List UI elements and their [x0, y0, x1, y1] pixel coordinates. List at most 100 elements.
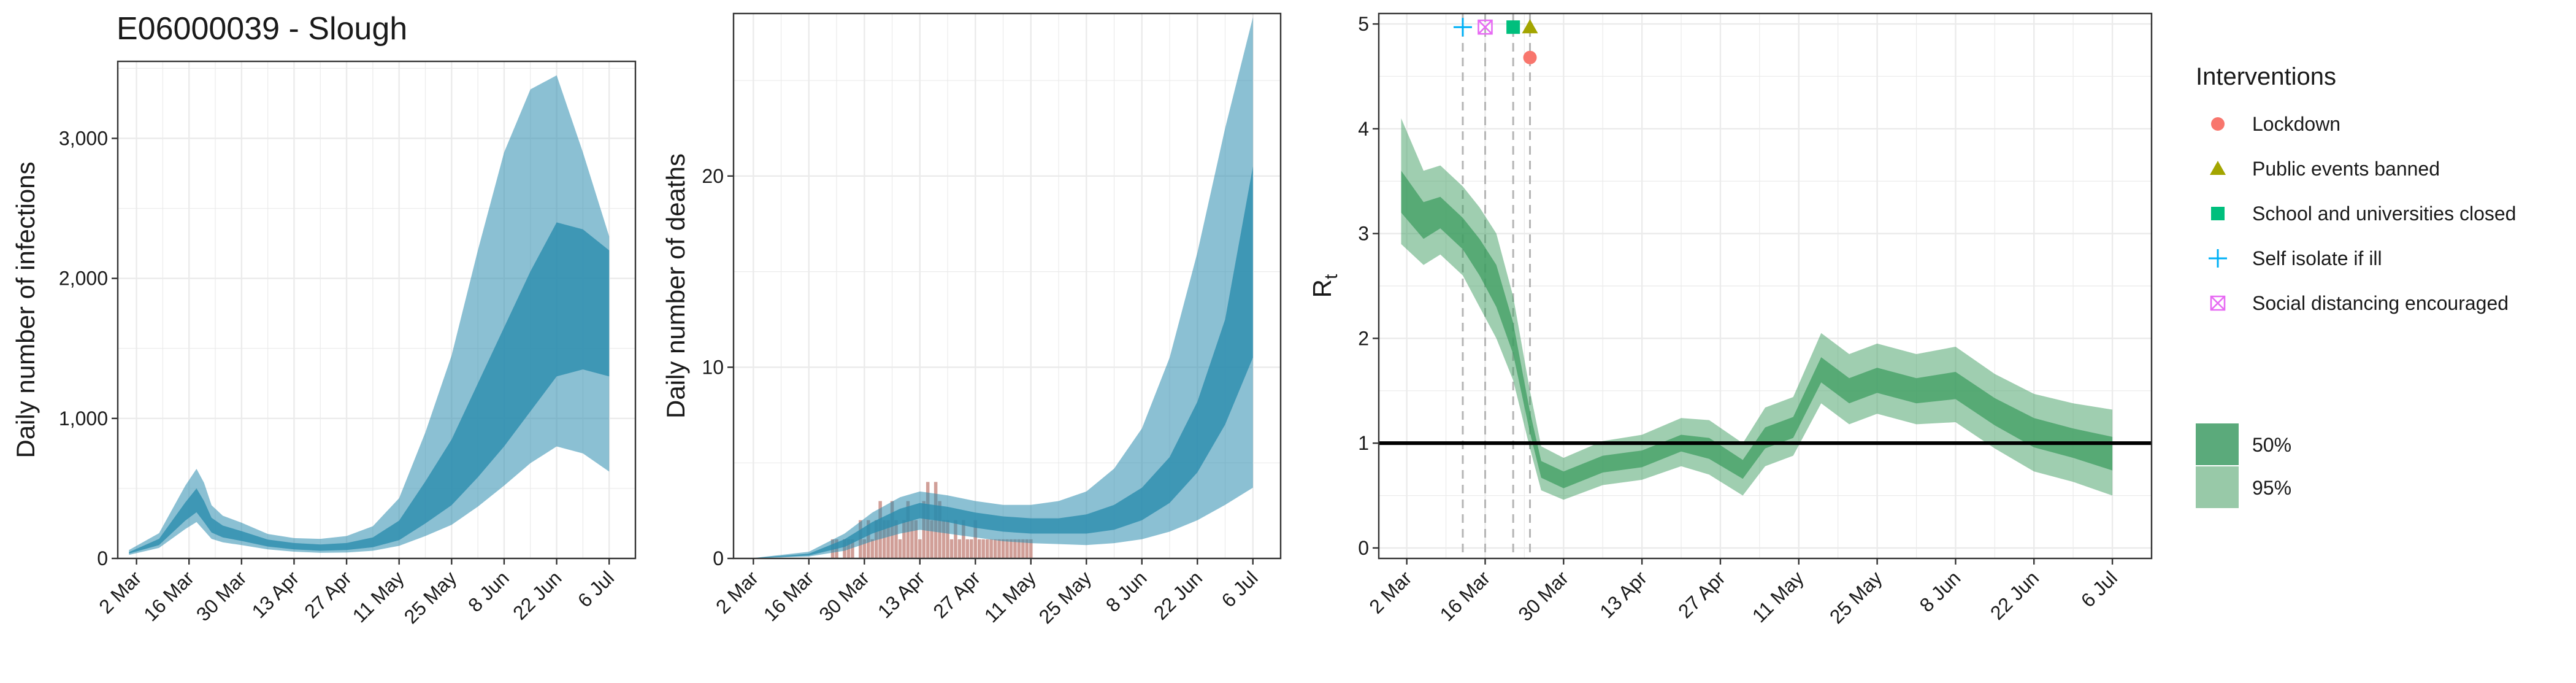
- intervention-marker: [1506, 20, 1520, 34]
- band-95: [749, 17, 1253, 558]
- y-tick-label: 0: [713, 547, 724, 569]
- death-bar: [962, 520, 965, 558]
- x-tick-label: 11 May: [348, 566, 408, 627]
- y-tick-label: 4: [1358, 118, 1369, 140]
- y-tick-label: 20: [702, 165, 724, 187]
- legend-label: Lockdown: [2252, 113, 2340, 135]
- legend-key: [2210, 295, 2226, 311]
- death-bar: [1025, 539, 1029, 558]
- death-bar: [1021, 539, 1025, 558]
- death-bar: [894, 520, 898, 558]
- x-tick-label: 8 Jun: [1102, 566, 1151, 616]
- x-tick-label: 25 May: [1035, 566, 1096, 628]
- legend-key: [2210, 161, 2226, 175]
- y-tick-label: 1,000: [59, 407, 108, 430]
- y-tick-label: 2,000: [59, 268, 108, 290]
- x-tick-label: 6 Jul: [1217, 566, 1262, 611]
- x-tick-label: 2 Mar: [94, 566, 146, 618]
- death-bar: [954, 520, 957, 558]
- legend-label: Social distancing encouraged: [2252, 292, 2509, 314]
- interventions-legend: Interventions Lockdown Public events bann…: [2196, 63, 2516, 508]
- legend-key: [2211, 207, 2225, 220]
- death-bar: [851, 539, 854, 558]
- death-bar: [989, 539, 993, 558]
- legend-label: Public events banned: [2252, 158, 2440, 180]
- y-tick-label: 3: [1358, 223, 1369, 245]
- death-bar: [910, 520, 914, 558]
- y-tick-label: 10: [702, 356, 724, 378]
- y-tick-label: 3,000: [59, 127, 108, 149]
- x-tick-label: 22 Jun: [508, 566, 565, 623]
- death-bar: [997, 539, 1001, 558]
- death-bar: [981, 539, 985, 558]
- x-tick-label: 25 May: [400, 566, 461, 628]
- x-tick-label: 30 Mar: [192, 566, 251, 625]
- death-bar: [870, 539, 874, 558]
- x-tick-label: 22 Jun: [1986, 566, 2043, 623]
- x-tick-label: 8 Jun: [1915, 566, 1965, 616]
- death-bar: [902, 520, 906, 558]
- death-bar: [1001, 539, 1005, 558]
- death-bar: [973, 520, 978, 558]
- y-tick-label: 5: [1358, 13, 1369, 35]
- death-bar: [978, 539, 981, 558]
- death-bar: [882, 520, 886, 558]
- x-tick-label: 22 Jun: [1149, 566, 1206, 623]
- death-bar: [1017, 539, 1021, 558]
- death-bar: [941, 520, 946, 558]
- panel-border: [1378, 12, 2153, 560]
- death-bar: [965, 539, 970, 558]
- y-axis-label: Daily number of infections: [11, 161, 40, 458]
- y-tick-label: 0: [1358, 537, 1369, 559]
- death-bar: [930, 520, 933, 558]
- x-tick-label: 30 Mar: [1514, 566, 1573, 625]
- figure-title: E06000039 - Slough: [117, 11, 407, 47]
- x-tick-label: 25 May: [1825, 566, 1887, 628]
- death-bar: [914, 520, 918, 558]
- band-95: [1401, 118, 2113, 500]
- x-tick-label: 27 Apr: [1674, 566, 1730, 622]
- rt-panel: 0 1 2 3 4 5 2 Mar 16 Mar 30 Mar 13 Apr 27 Apr 11 Ma…: [1308, 12, 2153, 628]
- death-bar: [1029, 539, 1033, 558]
- x-tick-label: 13 Apr: [1595, 566, 1651, 622]
- y-tick-label: 0: [97, 547, 108, 569]
- x-tick-label: 13 Apr: [873, 566, 929, 622]
- legend-key: [2211, 117, 2225, 131]
- x-tick-label: 6 Jul: [2077, 566, 2122, 611]
- legend-band-key: [2196, 466, 2239, 508]
- band-50: [129, 222, 610, 554]
- x-tick-label: 16 Mar: [759, 566, 818, 625]
- x-tick-label: 30 Mar: [815, 566, 873, 625]
- death-bar: [993, 539, 997, 558]
- y-axis-label: Daily number of deaths: [661, 153, 690, 419]
- death-bar: [970, 539, 973, 558]
- x-tick-label: 6 Jul: [573, 566, 618, 611]
- intervention-marker: [1523, 50, 1537, 64]
- death-bar: [1005, 539, 1009, 558]
- death-bar: [918, 539, 922, 558]
- y-axis-label: Rt: [1308, 274, 1341, 298]
- x-tick-label: 2 Mar: [1365, 566, 1416, 618]
- y-axis-label-subscript: t: [1321, 274, 1341, 279]
- death-bar: [957, 539, 962, 558]
- panel-border: [732, 12, 1282, 560]
- y-tick-label: 1: [1358, 432, 1369, 454]
- death-bar: [862, 539, 867, 558]
- death-bar: [949, 539, 954, 558]
- death-bar: [1013, 539, 1017, 558]
- legend-label: School and universities closed: [2252, 203, 2516, 225]
- x-tick-label: 27 Apr: [929, 566, 984, 622]
- death-bar: [1009, 539, 1013, 558]
- death-bar: [886, 520, 890, 558]
- y-tick-label: 2: [1358, 327, 1369, 349]
- intervention-marker: [1522, 19, 1538, 34]
- x-tick-label: 16 Mar: [139, 566, 198, 625]
- legend-band-label: 95%: [2252, 477, 2291, 499]
- death-bar: [985, 539, 989, 558]
- death-bar: [946, 520, 949, 558]
- legend-title: Interventions: [2196, 63, 2336, 90]
- legend-band-key: [2196, 423, 2239, 465]
- legend-label: Self isolate if ill: [2252, 247, 2382, 269]
